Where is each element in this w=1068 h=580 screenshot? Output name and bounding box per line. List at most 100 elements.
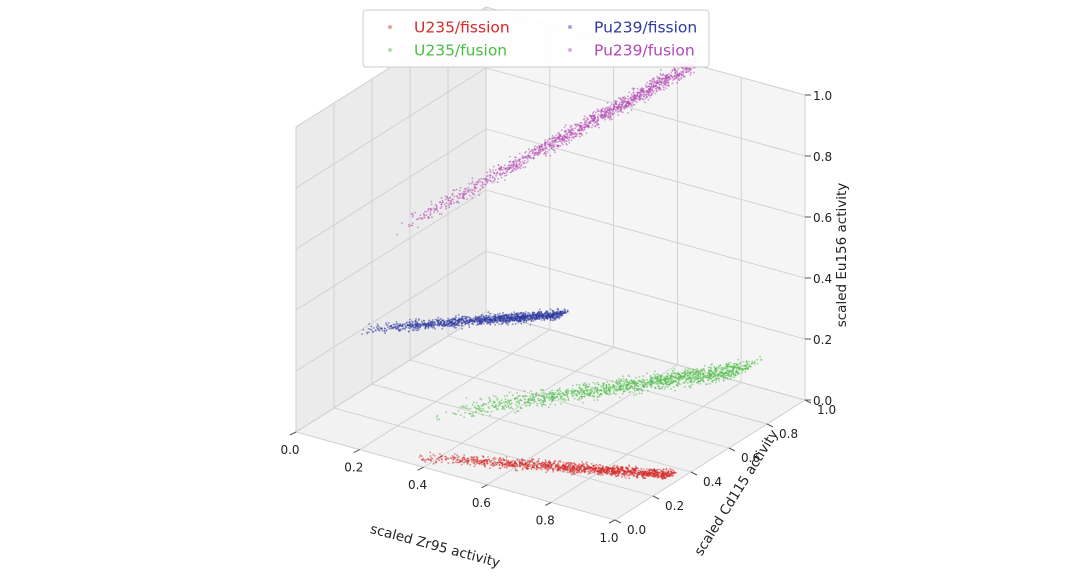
u235-fusion-point — [730, 373, 733, 375]
u235-fission-point — [570, 470, 573, 473]
u235-fission-point — [625, 472, 627, 474]
u235-fusion-point — [619, 396, 621, 399]
u235-fusion-point — [502, 407, 505, 409]
pu239-fusion-point — [425, 214, 428, 217]
u235-fusion-point — [650, 381, 653, 384]
pu239-fusion-point — [489, 179, 492, 182]
u235-fusion-point — [470, 415, 473, 418]
u235-fusion-point — [671, 377, 673, 380]
pu239-fusion-point — [650, 94, 653, 97]
u235-fission-point — [595, 468, 598, 471]
u235-fission-point — [619, 470, 622, 473]
pu239-fusion-point — [477, 180, 479, 183]
u235-fusion-point — [528, 401, 531, 404]
u235-fusion-point — [469, 407, 472, 410]
u235-fusion-point — [608, 387, 610, 389]
pu239-fission-point — [454, 319, 457, 321]
pu239-fission-point — [472, 323, 475, 326]
u235-fusion-point — [692, 376, 695, 379]
u235-fusion-point — [572, 391, 575, 394]
pu239-fusion-point — [506, 166, 509, 169]
pu239-fission-point — [372, 331, 374, 333]
pu239-fission-point — [387, 322, 390, 324]
u235-fission-point — [521, 467, 524, 470]
pu239-fission-point — [543, 317, 545, 320]
u235-fusion-point — [720, 374, 723, 377]
u235-fusion-point — [726, 369, 728, 372]
pu239-fission-point — [414, 320, 417, 323]
pu239-fusion-point — [483, 183, 486, 186]
pu239-fusion-point — [585, 132, 588, 135]
pu239-fission-point — [381, 329, 383, 332]
u235-fusion-point — [463, 405, 465, 408]
pu239-fission-point — [459, 318, 461, 321]
u235-fusion-point — [726, 367, 729, 370]
u235-fission-point — [505, 458, 508, 461]
pu239-fission-point — [367, 328, 370, 330]
u235-fission-point — [547, 464, 550, 467]
pu239-fusion-point — [548, 137, 551, 140]
u235-fission-point — [544, 459, 547, 461]
u235-fusion-point — [718, 371, 721, 373]
u235-fusion-point — [692, 381, 695, 383]
pu239-fission-point — [456, 323, 459, 326]
u235-fission-point — [444, 455, 447, 458]
u235-fusion-point — [736, 371, 739, 374]
u235-fusion-point — [733, 367, 735, 370]
u235-fusion-point — [500, 402, 502, 404]
u235-fusion-point — [619, 389, 622, 392]
pu239-fusion-point — [448, 199, 450, 202]
u235-fusion-point — [756, 358, 759, 361]
u235-fusion-point — [582, 401, 584, 404]
pu239-fission-point — [460, 317, 463, 320]
u235-fusion-point — [702, 374, 705, 377]
u235-fission-point — [496, 461, 499, 464]
u235-fusion-point — [668, 384, 670, 387]
u235-fission-point — [562, 470, 565, 473]
grid-line — [485, 189, 806, 279]
u235-fission-point — [525, 467, 528, 470]
u235-fusion-point — [634, 387, 636, 390]
u235-fission-point — [621, 465, 623, 468]
u235-fusion-point — [699, 373, 702, 376]
pu239-fission-point — [492, 320, 494, 323]
u235-fission-point — [557, 469, 560, 471]
u235-fusion-point — [621, 392, 624, 395]
u235-fusion-point — [542, 392, 545, 394]
pu239-fission-point — [519, 318, 522, 321]
u235-fission-point — [508, 461, 510, 464]
pu239-fusion-point — [425, 211, 428, 213]
pu239-fusion-point — [649, 79, 652, 82]
pu239-fission-point — [543, 315, 545, 318]
pu239-fusion-point — [585, 119, 588, 122]
pu239-fission-point — [541, 317, 544, 320]
u235-fusion-point — [537, 397, 539, 400]
u235-fission-point — [566, 461, 569, 464]
u235-fusion-point — [690, 381, 692, 383]
u235-fission-point — [436, 458, 439, 460]
u235-fusion-point — [621, 380, 624, 382]
u235-fusion-point — [492, 400, 495, 403]
u235-fission-point — [527, 460, 530, 463]
u235-fusion-point — [678, 373, 680, 376]
u235-fission-point — [653, 474, 656, 476]
u235-fission-point — [568, 462, 571, 464]
pu239-fission-point — [440, 317, 443, 320]
u235-fission-point — [669, 467, 671, 470]
u235-fusion-point — [567, 396, 569, 398]
u235-fission-point — [637, 470, 640, 472]
u235-fission-point — [584, 471, 586, 473]
u235-fusion-point — [543, 403, 545, 406]
pu239-fusion-point — [479, 180, 481, 183]
pu239-fission-point — [415, 318, 417, 320]
u235-fission-point — [420, 455, 423, 457]
u235-fusion-point — [488, 396, 490, 399]
pu239-fission-point — [420, 323, 423, 326]
pu239-fusion-point — [565, 142, 567, 145]
u235-fusion-point — [622, 384, 625, 387]
pu239-fission-point — [395, 320, 398, 323]
u235-fusion-point — [663, 379, 666, 382]
pu239-fusion-point — [502, 169, 504, 171]
pu239-fusion-point — [645, 96, 648, 99]
u235-fission-point — [424, 460, 427, 463]
